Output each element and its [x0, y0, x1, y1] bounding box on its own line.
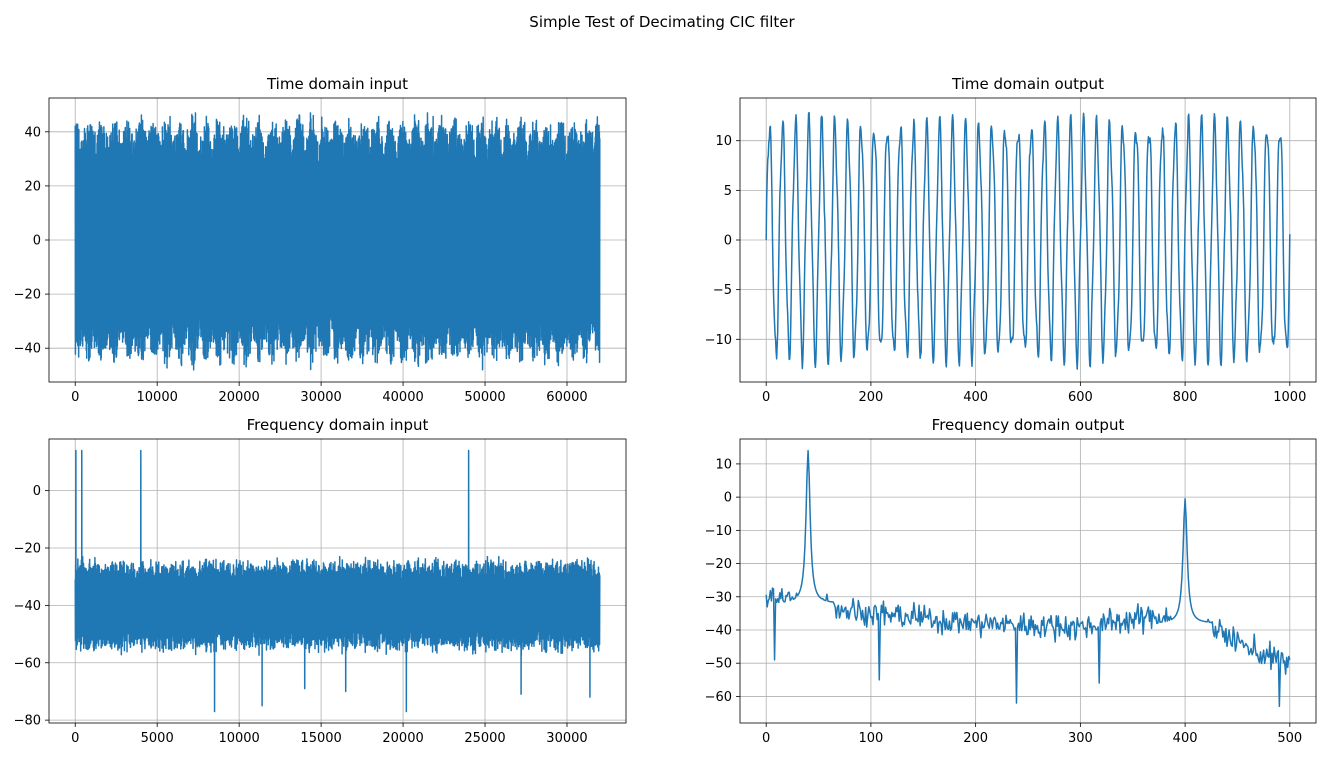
- panel-title: Time domain input: [266, 75, 408, 93]
- panel-title: Time domain output: [951, 75, 1104, 93]
- x-tick-label: 400: [1173, 731, 1198, 746]
- panel-title: Frequency domain output: [932, 416, 1125, 434]
- x-tick-label: 10000: [218, 731, 259, 746]
- y-tick-label: 5: [724, 184, 732, 199]
- axes-frame: [739, 438, 1317, 724]
- frequency-domain-output-panel: 0 100 200 300 400 500 −60 −50 −40 −30 −20 −10 0 10 Fre…: [705, 416, 1317, 746]
- time-domain-output-panel: 0 200 400 600 800 1000 −10 −5 0 5 10 Time domain ou…: [705, 75, 1317, 405]
- y-tick-label: −50: [705, 657, 732, 672]
- y-tick-label: −20: [705, 557, 732, 572]
- x-tick-label: 30000: [546, 731, 587, 746]
- y-tick-label: −10: [705, 333, 732, 348]
- y-tick-label: 40: [24, 125, 41, 140]
- x-tick-label: 300: [1068, 731, 1093, 746]
- y-tick-label: −40: [14, 599, 41, 614]
- y-tick-label: −20: [14, 288, 41, 303]
- panel-title: Frequency domain input: [247, 416, 429, 434]
- y-tick-label: 0: [33, 484, 41, 499]
- x-tick-label: 25000: [464, 731, 505, 746]
- x-tick-label: 0: [71, 390, 79, 405]
- y-tick-label: 10: [715, 134, 732, 149]
- x-tick-label: 10000: [137, 390, 178, 405]
- x-tick-label: 60000: [546, 390, 587, 405]
- figure-suptitle: Simple Test of Decimating CIC filter: [529, 13, 795, 31]
- x-tick-label: 500: [1277, 731, 1302, 746]
- y-tick-label: −80: [14, 714, 41, 729]
- x-tick-label: 800: [1173, 390, 1198, 405]
- time-domain-input-panel: 0 10000 20000 30000 40000 50000 60000 −40 −20 0 20…: [14, 75, 627, 405]
- series-line: [74, 112, 601, 371]
- x-tick-label: 600: [1068, 390, 1093, 405]
- y-tick-label: 0: [724, 234, 732, 249]
- y-tick-label: 0: [724, 491, 732, 506]
- y-tick-label: 20: [24, 179, 41, 194]
- x-tick-label: 40000: [382, 390, 423, 405]
- x-tick-label: 200: [858, 390, 883, 405]
- y-tick-label: −30: [705, 590, 732, 605]
- y-tick-label: −20: [14, 542, 41, 557]
- y-tick-label: −5: [713, 283, 732, 298]
- y-tick-label: −60: [14, 656, 41, 671]
- y-tick-label: −10: [705, 524, 732, 539]
- series-line: [74, 449, 601, 713]
- x-tick-label: 200: [963, 731, 988, 746]
- x-tick-label: 20000: [218, 390, 259, 405]
- x-tick-label: 0: [762, 390, 770, 405]
- series-line: [765, 111, 1291, 370]
- x-tick-label: 20000: [382, 731, 423, 746]
- y-tick-label: −60: [705, 690, 732, 705]
- y-tick-label: −40: [705, 623, 732, 638]
- y-tick-label: −40: [14, 342, 41, 357]
- x-tick-label: 50000: [464, 390, 505, 405]
- axes-frame: [48, 438, 627, 724]
- x-tick-label: 1000: [1273, 390, 1306, 405]
- x-tick-label: 5000: [141, 731, 174, 746]
- x-tick-label: 0: [762, 731, 770, 746]
- series-line: [765, 449, 1291, 708]
- y-tick-label: 10: [715, 457, 732, 472]
- x-tick-label: 30000: [300, 390, 341, 405]
- frequency-domain-input-panel: 0 5000 10000 15000 20000 25000 30000 −80 −60 −40 −…: [14, 416, 627, 746]
- x-tick-label: 0: [71, 731, 79, 746]
- x-tick-label: 15000: [300, 731, 341, 746]
- x-tick-label: 400: [963, 390, 988, 405]
- y-tick-label: 0: [33, 234, 41, 249]
- x-tick-label: 100: [858, 731, 883, 746]
